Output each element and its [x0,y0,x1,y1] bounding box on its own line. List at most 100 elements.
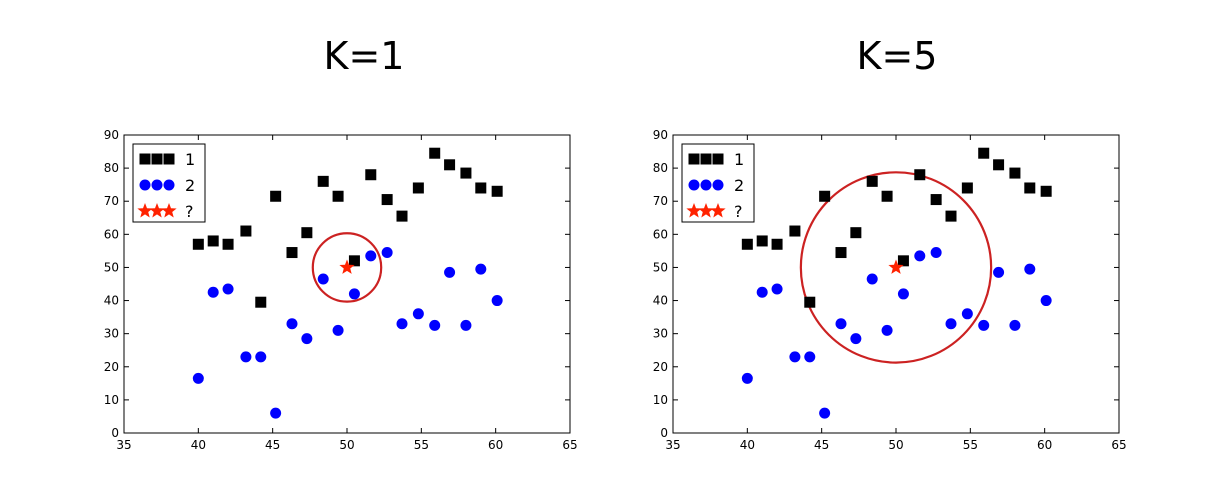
x-tick-label: 55 [963,438,978,452]
y-tick-label: 10 [653,393,668,407]
legend-circle-marker [688,179,700,191]
y-tick-label: 40 [653,294,668,308]
y-tick-label: 90 [104,128,119,142]
class-2-point [475,263,487,275]
y-tick-label: 20 [104,360,119,374]
class-1-point [396,210,408,222]
y-tick-label: 50 [104,260,119,274]
legend-label: 2 [734,176,744,195]
class-2-point [1009,319,1021,331]
class-1-point [881,190,893,202]
neighborhood-circle [311,232,383,303]
class-1-point [741,238,753,250]
legend-square-marker [151,153,163,165]
class-1-point [332,190,344,202]
class-2-point [412,308,424,320]
legend-circle-marker [139,179,151,191]
legend-star-marker [686,203,702,218]
legend-star-marker [161,203,177,218]
class-2-point [881,324,893,336]
class-1-point [961,182,973,194]
class-1-point [381,194,393,206]
class-1-point [222,238,234,250]
class-2-point [348,288,360,300]
legend-label: 1 [734,150,744,169]
x-tick-label: 55 [414,438,429,452]
y-tick-label: 0 [111,426,119,440]
class-2-point [332,324,344,336]
legend-circle-marker [163,179,175,191]
legend-star-marker [137,203,153,218]
class-1-point [897,255,909,267]
class-2-point [317,273,329,285]
x-tick-label: 35 [665,438,680,452]
class-2-point [741,372,753,384]
class-1-point [756,235,768,247]
class-2-point [993,266,1005,278]
class-2-point [945,318,957,330]
class-1-point [819,190,831,202]
x-tick-label: 35 [116,438,131,452]
class-1-point [301,227,313,239]
legend-square-marker [700,153,712,165]
query-point-star [888,259,904,274]
x-tick-label: 45 [265,438,280,452]
class-2-point [914,250,926,262]
class-2-point [819,407,831,419]
class-1-point [348,255,360,267]
class-2-point [222,283,234,295]
class-1-point [240,225,252,237]
legend-label: ? [185,202,194,221]
class-2-point [804,351,816,363]
class-1-point [850,227,862,239]
neighborhood-circle [799,171,993,364]
class-2-point [429,319,441,331]
chart-title-k1: K=1 [323,34,405,78]
legend-label: 1 [185,150,195,169]
y-tick-label: 60 [104,227,119,241]
x-tick-label: 65 [562,438,577,452]
class-2-point [1040,295,1052,307]
class-1-point [1040,185,1052,197]
y-tick-label: 20 [653,360,668,374]
x-tick-label: 60 [1037,438,1052,452]
class-1-point [429,147,441,159]
y-tick-label: 60 [653,227,668,241]
class-2-point [240,351,252,363]
plot-panel-2: 35 40 45 50 55 60 65 0 10 20 30 40 50 60 70 80 90 1 2? [653,128,1127,452]
class-1-point [255,296,267,308]
class-1-point [412,182,424,194]
class-2-point [365,250,377,262]
class-2-point [381,247,393,259]
class-1-point [930,194,942,206]
class-2-point [866,273,878,285]
class-2-point [270,407,282,419]
x-tick-label: 65 [1111,438,1126,452]
class-2-point [850,333,862,345]
class-1-point [192,238,204,250]
class-1-point [993,159,1005,171]
legend-circle-marker [700,179,712,191]
x-tick-label: 45 [814,438,829,452]
plot-panel-1: 35 40 45 50 55 60 65 0 10 20 30 40 50 60 70 80 90 1 2? [104,128,578,452]
class-2-point [301,333,313,345]
class-2-point [756,286,768,298]
class-2-point [789,351,801,363]
legend-circle-marker [712,179,724,191]
y-tick-label: 10 [104,393,119,407]
class-1-point [835,247,847,259]
query-point-star [339,259,355,274]
class-2-point [207,286,219,298]
legend-label: 2 [185,176,195,195]
y-tick-label: 80 [104,161,119,175]
y-tick-label: 50 [653,260,668,274]
class-1-point [771,238,783,250]
legend-star-marker [149,203,165,218]
x-tick-label: 50 [888,438,903,452]
y-tick-label: 0 [660,426,668,440]
y-tick-label: 70 [104,194,119,208]
legend-label: ? [734,202,743,221]
class-1-point [365,169,377,181]
y-tick-label: 40 [104,294,119,308]
